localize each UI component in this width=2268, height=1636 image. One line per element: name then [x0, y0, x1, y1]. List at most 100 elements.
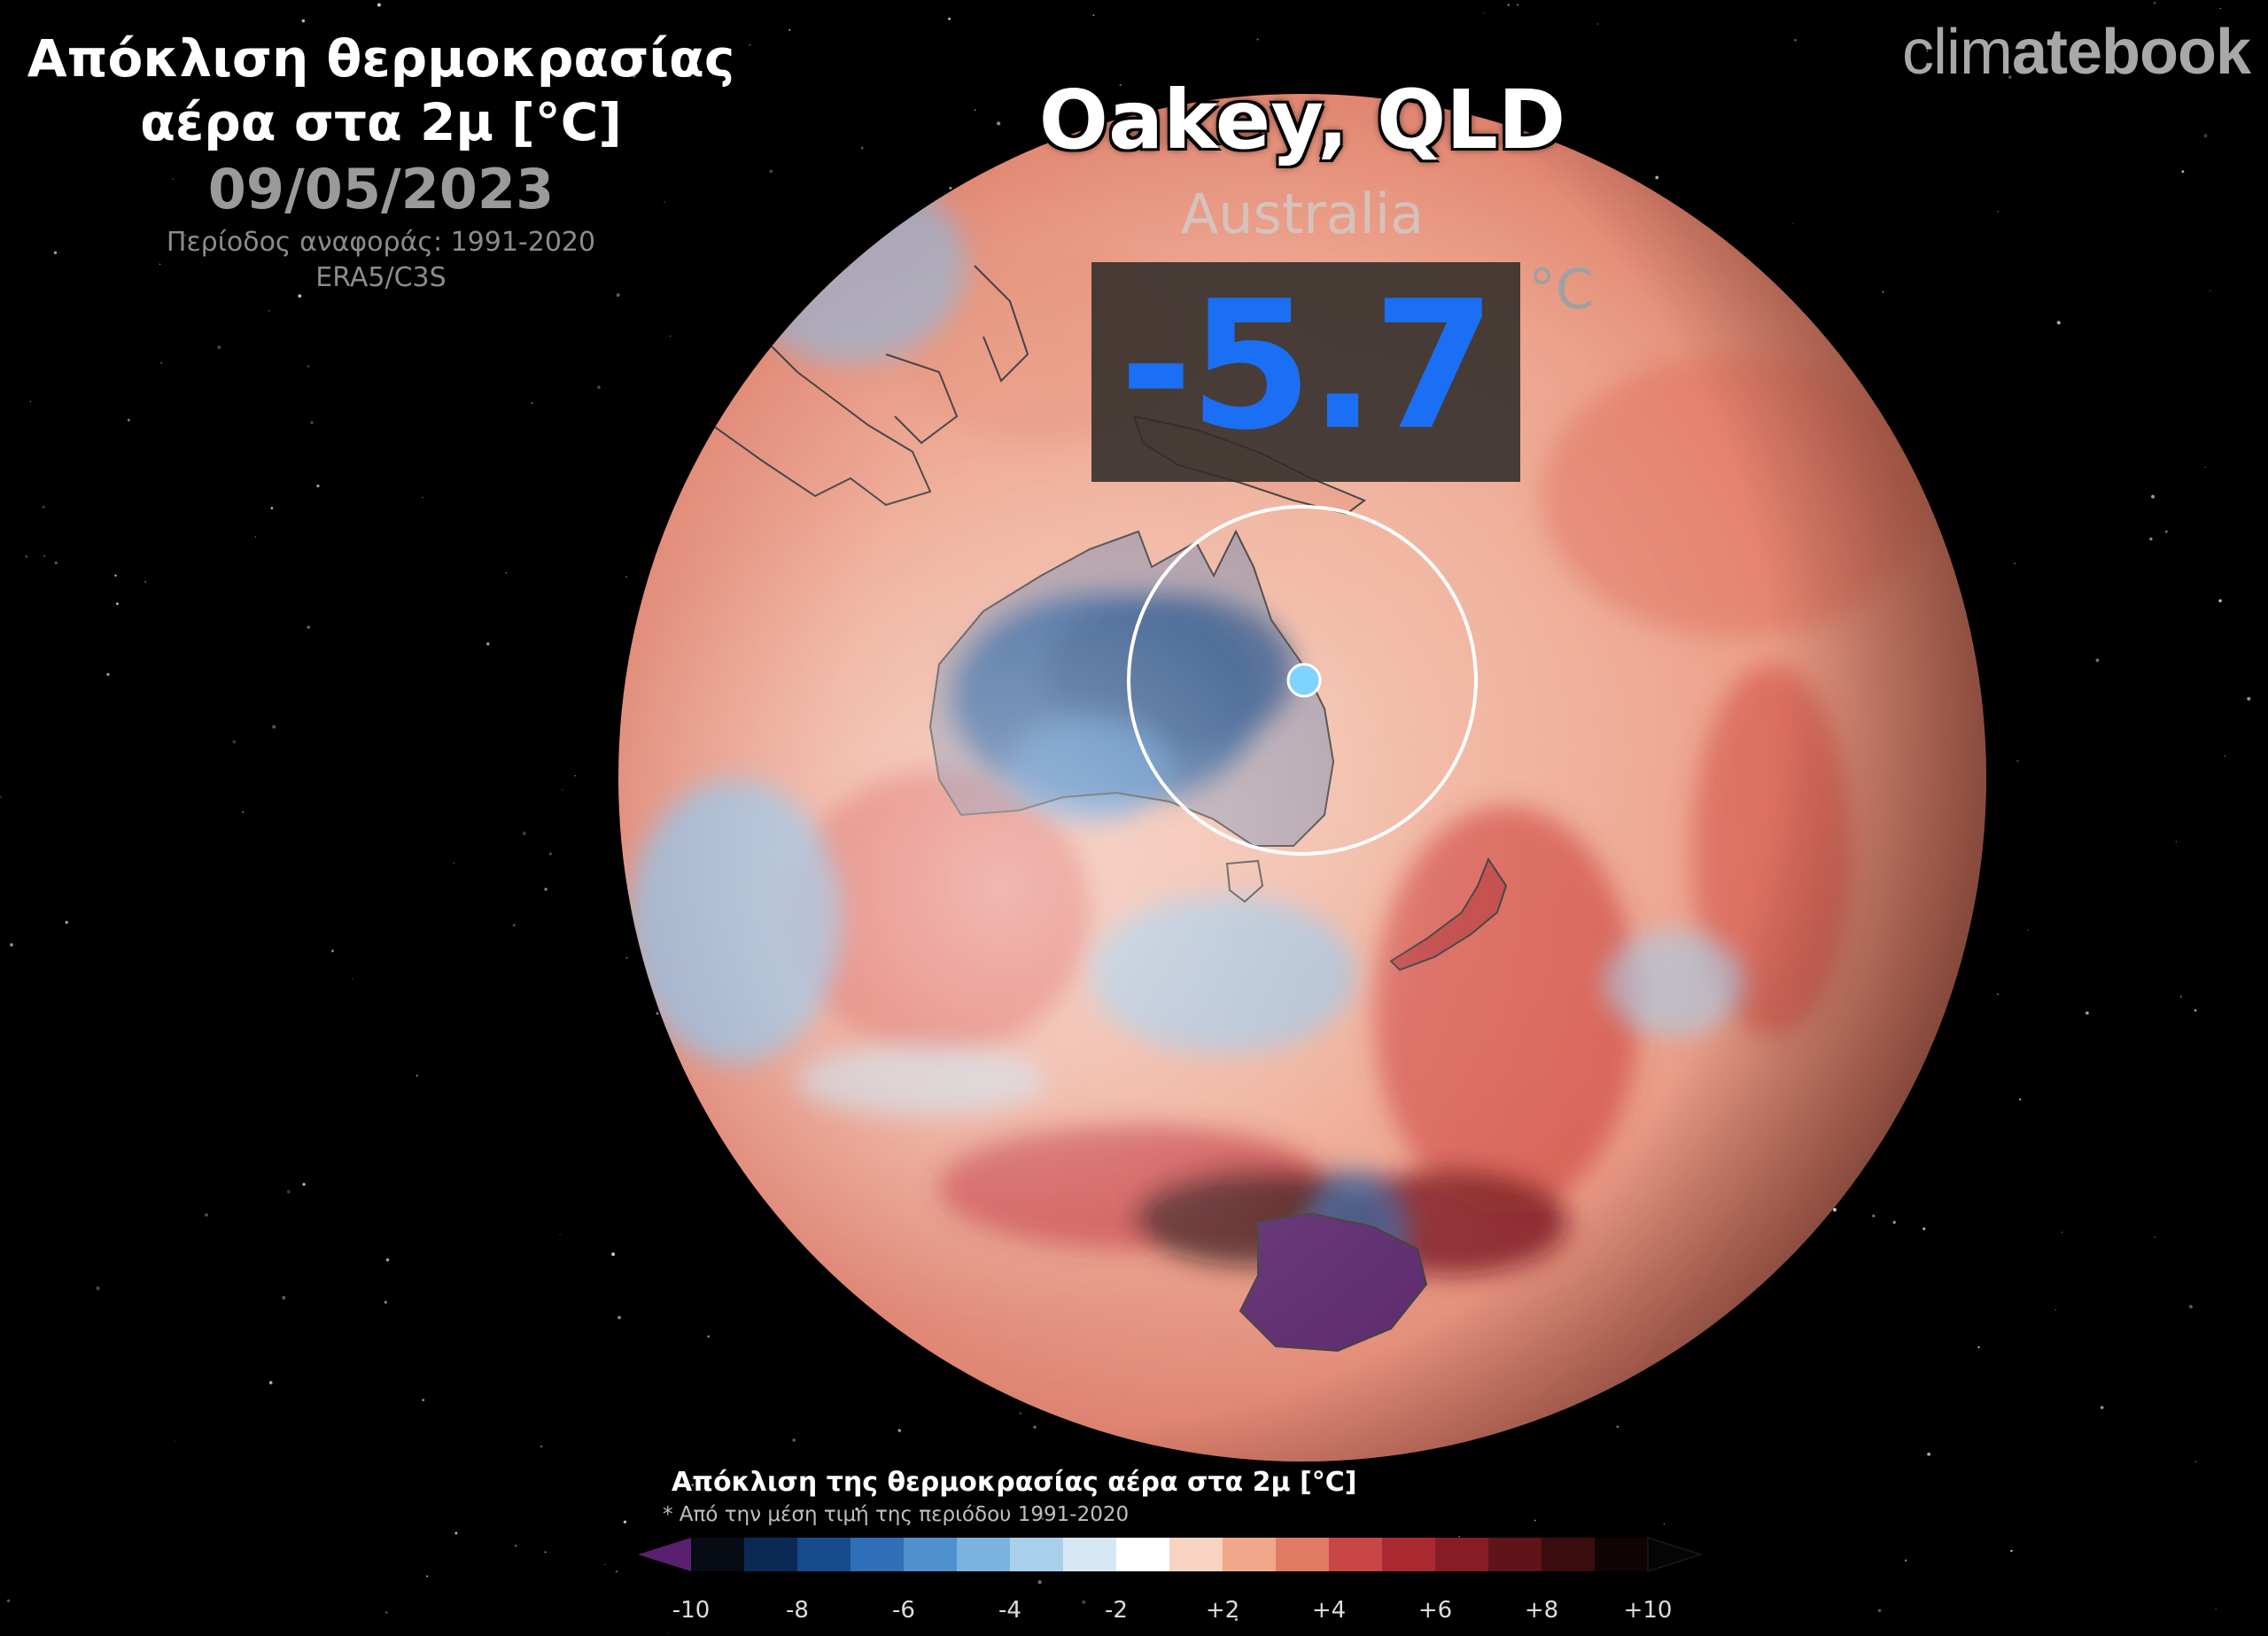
star	[623, 1520, 627, 1524]
star	[2210, 290, 2211, 292]
star	[1082, 1600, 1086, 1604]
star	[604, 1563, 606, 1566]
star	[270, 507, 274, 509]
star	[10, 942, 13, 947]
location-name: Oakey, QLD	[1038, 73, 1566, 167]
star	[625, 576, 628, 578]
star	[1483, 12, 1485, 13]
star	[996, 121, 1001, 126]
star	[42, 505, 45, 508]
star	[382, 60, 384, 62]
star	[1877, 1609, 1882, 1613]
legend-swatch	[850, 1538, 904, 1571]
legend-swatch	[957, 1538, 1010, 1571]
star	[316, 484, 320, 488]
legend-title: Απόκλιση της θερμοκρασίας αέρα στα 2μ [°…	[672, 1467, 1357, 1498]
star	[416, 1074, 418, 1077]
star	[505, 571, 508, 574]
star	[2016, 759, 2019, 763]
legend-swatch	[744, 1538, 797, 1571]
star	[973, 1505, 975, 1508]
legend-tick-label: -8	[786, 1597, 809, 1624]
legend-note: * Από την μέση τιμή της περιόδου 1991-20…	[663, 1503, 1130, 1526]
star	[1832, 1207, 1837, 1212]
star	[2019, 1098, 2022, 1101]
legend-swatch	[1329, 1538, 1382, 1571]
map-title-line2: αέρα στα 2μ [°C]	[140, 92, 622, 152]
star	[514, 1545, 517, 1547]
anomaly-unit: °C	[1528, 257, 1595, 322]
legend-swatch	[1276, 1538, 1329, 1571]
star	[2203, 134, 2208, 138]
star	[788, 28, 791, 31]
legend-tick-label: +2	[1206, 1597, 1239, 1624]
legend-swatch	[1382, 1538, 1435, 1571]
star	[384, 1300, 387, 1304]
star	[114, 574, 117, 577]
legend-swatch	[797, 1538, 850, 1571]
star	[2061, 1231, 2063, 1234]
star	[2014, 562, 2016, 565]
star	[1882, 291, 1884, 293]
anomaly-value: -5.7	[1119, 263, 1495, 469]
star	[268, 309, 270, 312]
star	[611, 1252, 616, 1256]
star	[540, 1445, 543, 1448]
brand-logo: climatebook	[1901, 17, 2251, 88]
star	[7, 1599, 11, 1602]
star	[1926, 50, 1928, 52]
star	[43, 555, 45, 557]
legend-tick-label: +10	[1624, 1597, 1673, 1624]
star	[574, 774, 576, 777]
star	[2247, 696, 2251, 702]
star	[2010, 1549, 2013, 1553]
star	[2218, 599, 2222, 603]
star	[2181, 170, 2185, 174]
star	[336, 273, 338, 275]
star	[2215, 1608, 2218, 1610]
star	[302, 1182, 306, 1186]
value-box	[1091, 262, 1520, 482]
star	[669, 335, 672, 337]
location-country: Australia	[1180, 182, 1425, 246]
legend-swatch	[904, 1538, 957, 1571]
star	[254, 536, 257, 538]
star	[597, 385, 601, 389]
legend-swatch-max	[1647, 1537, 1703, 1572]
legend-swatch	[1488, 1538, 1542, 1571]
star	[272, 725, 276, 729]
star	[2149, 537, 2153, 541]
star	[454, 1531, 458, 1535]
star	[1655, 175, 1659, 180]
star	[1019, 1412, 1022, 1415]
star	[559, 1233, 561, 1236]
star	[282, 1296, 286, 1300]
legend-tick-label: -2	[1105, 1597, 1128, 1624]
star	[2027, 929, 2029, 931]
star	[286, 1190, 291, 1194]
star	[232, 740, 237, 744]
star	[2054, 1309, 2056, 1311]
star	[855, 1507, 858, 1511]
star	[2188, 1305, 2193, 1309]
star	[2056, 321, 2061, 325]
star	[172, 178, 174, 181]
star	[2153, 2, 2156, 4]
legend-swatch	[1010, 1538, 1063, 1571]
star	[544, 888, 548, 891]
star	[25, 554, 28, 559]
star	[217, 345, 221, 349]
star	[205, 1213, 208, 1217]
star	[1997, 210, 1999, 213]
star	[1119, 84, 1122, 87]
star	[1791, 222, 1794, 225]
star	[531, 401, 533, 405]
star	[1458, 1535, 1460, 1538]
star	[1892, 1221, 1896, 1224]
star	[2219, 7, 2222, 10]
star	[616, 293, 620, 298]
data-source: ERA5/C3S	[315, 262, 447, 293]
star	[1041, 1516, 1045, 1521]
star	[691, 1483, 695, 1487]
star	[1507, 4, 1511, 6]
